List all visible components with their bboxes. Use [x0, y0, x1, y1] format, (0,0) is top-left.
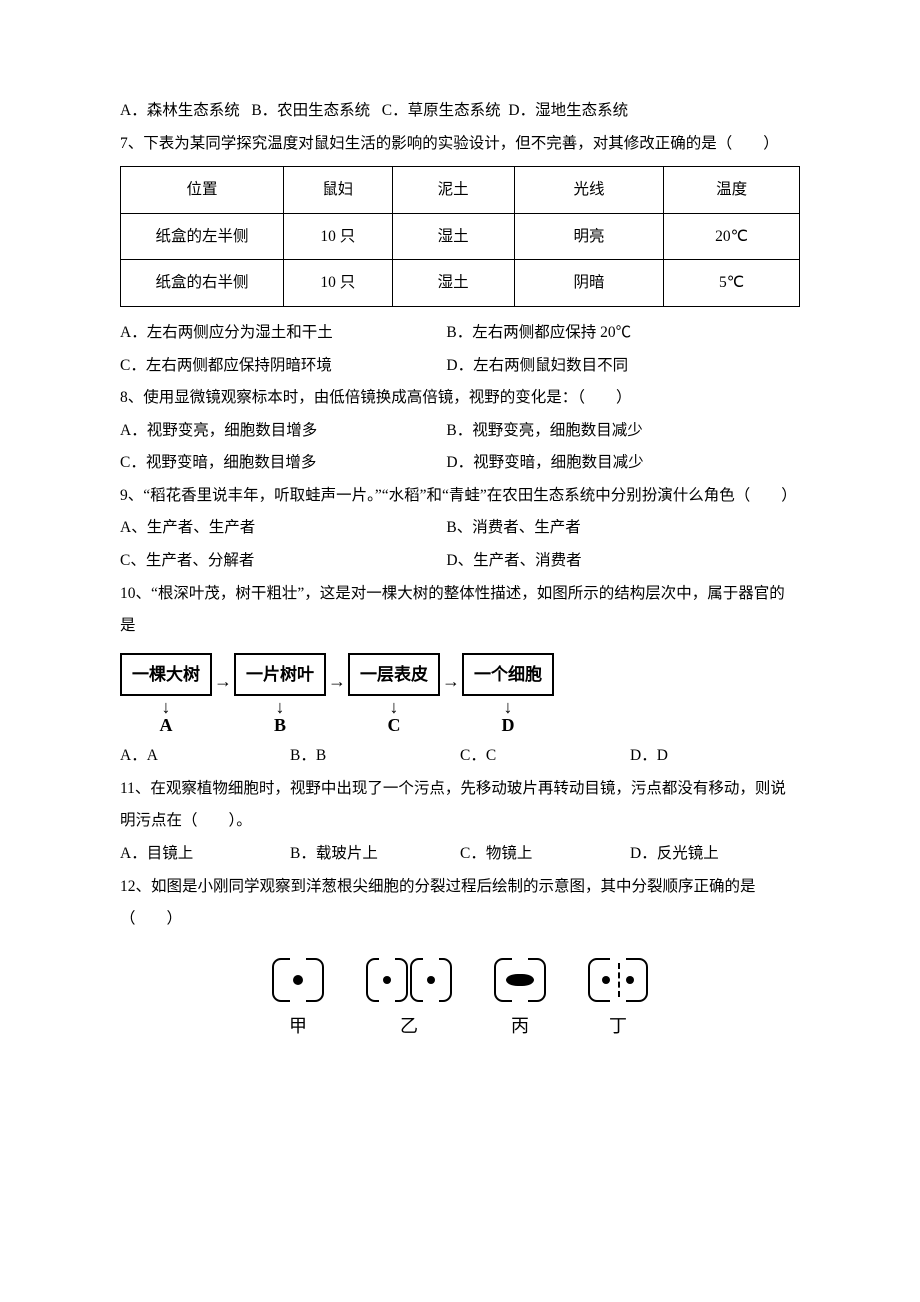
cell-ding: 丁	[588, 958, 648, 1046]
down-arrow-icon: ↓ A	[160, 698, 173, 734]
q9-opts-ab: A、生产者、生产者 B、消费者、生产者	[120, 512, 800, 545]
down-arrow-icon: ↓ D	[502, 698, 515, 734]
down-arrow-icon: ↓ B	[274, 698, 286, 734]
flow-node-b: 一片树叶 ↓ B	[234, 653, 326, 735]
q6-opt-c: C．草原生态系统	[382, 102, 501, 119]
table-row: 位置 鼠妇 泥土 光线 温度	[121, 167, 800, 214]
cell-label: 丙	[511, 1008, 529, 1046]
q10-opt-c: C．C	[460, 740, 630, 773]
th: 位置	[121, 167, 284, 214]
cell: 10 只	[283, 213, 392, 260]
table-row: 纸盒的左半侧 10 只 湿土 明亮 20℃	[121, 213, 800, 260]
cell-bing: 丙	[494, 958, 546, 1046]
q9-stem: 9、“稻花香里说丰年，听取蛙声一片。”“水稻”和“青蛙”在农田生态系统中分别扮演…	[120, 480, 800, 513]
q7-opt-a: A．左右两侧应分为湿土和干土	[120, 317, 446, 350]
cell-label: 甲	[289, 1008, 307, 1046]
q6-options: A．森林生态系统 B．农田生态系统 C．草原生态系统 D．湿地生态系统	[120, 95, 800, 128]
q11-stem: 11、在观察植物细胞时，视野中出现了一个污点，先移动玻片再转动目镜，污点都没有移…	[120, 773, 800, 838]
q8-opt-d: D．视野变暗，细胞数目减少	[446, 447, 800, 480]
cell-icon	[272, 958, 324, 1002]
cell-label: 乙	[400, 1008, 418, 1046]
cell-icon	[494, 958, 546, 1002]
q12-stem: 12、如图是小刚同学观察到洋葱根尖细胞的分裂过程后绘制的示意图，其中分裂顺序正确…	[120, 871, 800, 936]
q10-opt-a: A．A	[120, 740, 290, 773]
q8-opt-b: B．视野变亮，细胞数目减少	[446, 415, 800, 448]
th: 温度	[664, 167, 800, 214]
cell: 纸盒的右半侧	[121, 260, 284, 307]
q10-flow-diagram: 一棵大树 ↓ A → 一片树叶 ↓ B → 一层表皮 ↓ C → 一个细胞	[120, 653, 800, 735]
cell-icon	[588, 958, 648, 1002]
cell-pair-icon	[366, 958, 452, 1002]
cell: 湿土	[392, 260, 514, 307]
flow-box: 一个细胞	[462, 653, 554, 697]
exam-page: A．森林生态系统 B．农田生态系统 C．草原生态系统 D．湿地生态系统 7、下表…	[0, 0, 920, 1302]
q6-opt-d: D．湿地生态系统	[508, 102, 628, 119]
cell: 20℃	[664, 213, 800, 260]
q9-opts-cd: C、生产者、分解者 D、生产者、消费者	[120, 545, 800, 578]
cell-jia: 甲	[272, 958, 324, 1046]
th: 光线	[514, 167, 663, 214]
q7-stem: 7、下表为某同学探究温度对鼠妇生活的影响的实验设计，但不完善，对其修改正确的是（…	[120, 128, 800, 161]
q8-opts-ab: A．视野变亮，细胞数目增多 B．视野变亮，细胞数目减少	[120, 415, 800, 448]
cell-yi: 乙	[366, 958, 452, 1046]
q6-opt-a: A．森林生态系统	[120, 102, 240, 119]
q10-options: A．A B．B C．C D．D	[120, 740, 800, 773]
q7-opts-cd: C．左右两侧都应保持阴暗环境 D．左右两侧鼠妇数目不同	[120, 350, 800, 383]
th: 泥土	[392, 167, 514, 214]
q7-opt-b: B．左右两侧都应保持 20℃	[446, 317, 800, 350]
q8-opt-c: C．视野变暗，细胞数目增多	[120, 447, 446, 480]
q8-opts-cd: C．视野变暗，细胞数目增多 D．视野变暗，细胞数目减少	[120, 447, 800, 480]
q8-opt-a: A．视野变亮，细胞数目增多	[120, 415, 446, 448]
q7-opt-d: D．左右两侧鼠妇数目不同	[446, 350, 800, 383]
q9-opt-c: C、生产者、分解者	[120, 545, 446, 578]
flow-node-d: 一个细胞 ↓ D	[462, 653, 554, 735]
q11-opt-a: A．目镜上	[120, 838, 290, 871]
right-arrow-icon: →	[212, 663, 234, 701]
th: 鼠妇	[283, 167, 392, 214]
q12-cell-diagram: 甲 乙 丙 丁	[120, 958, 800, 1046]
right-arrow-icon: →	[326, 663, 348, 701]
q9-opt-a: A、生产者、生产者	[120, 512, 446, 545]
cell-label: 丁	[609, 1008, 627, 1046]
flow-node-a: 一棵大树 ↓ A	[120, 653, 212, 735]
q11-opt-d: D．反光镜上	[630, 838, 800, 871]
cell: 阴暗	[514, 260, 663, 307]
cell: 湿土	[392, 213, 514, 260]
q11-options: A．目镜上 B．载玻片上 C．物镜上 D．反光镜上	[120, 838, 800, 871]
q9-opt-d: D、生产者、消费者	[446, 545, 800, 578]
table-row: 纸盒的右半侧 10 只 湿土 阴暗 5℃	[121, 260, 800, 307]
q7-table: 位置 鼠妇 泥土 光线 温度 纸盒的左半侧 10 只 湿土 明亮 20℃ 纸盒的…	[120, 166, 800, 307]
q8-stem: 8、使用显微镜观察标本时，由低倍镜换成高倍镜，视野的变化是：（ ）	[120, 382, 800, 415]
flow-box: 一片树叶	[234, 653, 326, 697]
q11-opt-c: C．物镜上	[460, 838, 630, 871]
cell: 10 只	[283, 260, 392, 307]
right-arrow-icon: →	[440, 663, 462, 701]
flow-node-c: 一层表皮 ↓ C	[348, 653, 440, 735]
cell: 明亮	[514, 213, 663, 260]
q10-opt-d: D．D	[630, 740, 800, 773]
q6-opt-b: B．农田生态系统	[251, 102, 370, 119]
q7-opt-c: C．左右两侧都应保持阴暗环境	[120, 350, 446, 383]
flow-box: 一层表皮	[348, 653, 440, 697]
q9-opt-b: B、消费者、生产者	[446, 512, 800, 545]
q7-opts-ab: A．左右两侧应分为湿土和干土 B．左右两侧都应保持 20℃	[120, 317, 800, 350]
flow-box: 一棵大树	[120, 653, 212, 697]
q11-opt-b: B．载玻片上	[290, 838, 460, 871]
cell: 纸盒的左半侧	[121, 213, 284, 260]
q10-opt-b: B．B	[290, 740, 460, 773]
down-arrow-icon: ↓ C	[388, 698, 401, 734]
q10-stem: 10、“根深叶茂，树干粗壮”，这是对一棵大树的整体性描述，如图所示的结构层次中，…	[120, 578, 800, 643]
cell: 5℃	[664, 260, 800, 307]
